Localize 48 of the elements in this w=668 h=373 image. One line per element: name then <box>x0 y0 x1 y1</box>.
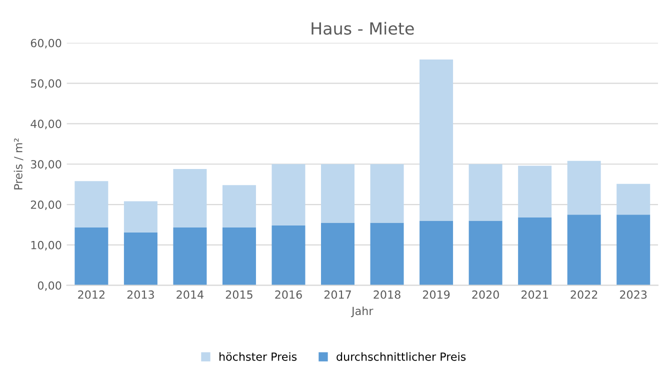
bar <box>616 184 650 215</box>
x-tick-label: 2022 <box>570 290 598 299</box>
bar <box>124 201 158 232</box>
bar <box>173 168 207 228</box>
x-tick-label: 2023 <box>620 290 647 299</box>
x-tick-label: 2015 <box>226 290 252 299</box>
y-tick-label: 20,00 <box>30 200 62 210</box>
chart-title: Haus - Miete <box>312 22 414 35</box>
bar <box>518 217 552 286</box>
y-tick-label: 10,00 <box>31 240 62 250</box>
bar <box>468 220 502 286</box>
y-tick-label: 0,00 <box>38 281 62 291</box>
x-tick-label: 2020 <box>472 290 499 299</box>
y-axis-title: Preis / m² <box>14 138 24 190</box>
bar <box>74 181 108 228</box>
bar <box>173 228 207 286</box>
bar <box>272 164 306 226</box>
bar <box>321 164 355 223</box>
bar <box>616 214 650 286</box>
bar <box>124 232 158 286</box>
y-tick-label: 40,00 <box>30 120 62 130</box>
bar <box>468 164 502 221</box>
x-tick-label: 2014 <box>176 290 204 299</box>
x-tick-label: 2016 <box>275 290 302 299</box>
y-tick-label: 50,00 <box>30 79 62 89</box>
y-tick-label: 60,00 <box>30 38 62 48</box>
y-tick-label: 30,00 <box>30 160 62 170</box>
x-tick-label: 2018 <box>374 290 400 299</box>
bar <box>370 222 404 286</box>
x-tick-label: 2021 <box>521 290 548 299</box>
legend-label: durchschnittlicher Preis <box>336 352 466 361</box>
x-tick-label: 2019 <box>422 290 450 299</box>
x-tick-label: 2017 <box>324 290 351 299</box>
bar <box>321 222 355 286</box>
x-tick-label: 2013 <box>127 290 154 299</box>
bar <box>222 185 256 228</box>
bar <box>370 164 404 223</box>
bar <box>272 226 306 286</box>
bar <box>518 166 552 218</box>
bar <box>74 228 108 286</box>
bar <box>222 228 256 286</box>
x-axis-title: Jahr <box>350 306 374 318</box>
bar <box>420 220 454 286</box>
bar <box>420 59 454 221</box>
x-tick-label: 2012 <box>78 290 104 299</box>
bar <box>567 160 601 215</box>
legend-label: höchster Preis <box>220 352 297 361</box>
bar <box>567 214 601 286</box>
